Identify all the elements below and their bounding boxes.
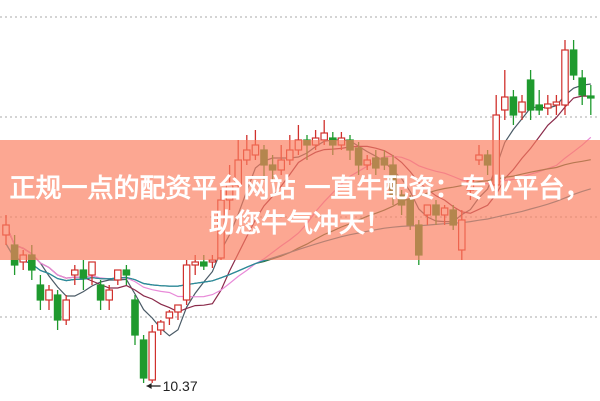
candle-up (174, 304, 182, 313)
candle-down (79, 269, 88, 279)
candle-up (157, 321, 165, 331)
candle-up (148, 331, 157, 381)
candle-up (518, 101, 526, 113)
candle-up (45, 289, 53, 301)
banner-line-2: 助您牛气冲天！ (208, 209, 391, 239)
candle-down (526, 79, 535, 111)
candle-down (509, 96, 518, 116)
banner-line-1: 正规一点的配资平台网站 一直牛配资：专业平台， (9, 174, 591, 204)
candle-up (113, 269, 122, 281)
candle-down (569, 49, 578, 76)
promo-banner: 正规一点的配资平台网站 一直牛配资：专业平台， 助您牛气冲天！ (0, 140, 600, 260)
candle-up (552, 101, 561, 106)
candle-down (586, 95, 595, 99)
candle-up (105, 289, 114, 301)
candle-up (208, 259, 217, 263)
candle-down (139, 339, 148, 379)
candle-up (191, 261, 200, 266)
candle-up (561, 49, 569, 106)
candle-down (131, 299, 139, 336)
candle-up (501, 96, 509, 111)
candle-up (62, 299, 71, 321)
candle-down (96, 284, 105, 301)
candle-down (578, 77, 587, 96)
candle-up (165, 311, 174, 319)
candle-down (535, 104, 544, 111)
candle-up (543, 103, 552, 109)
candle-down (200, 261, 208, 267)
candle-down (122, 269, 131, 276)
candle-down (36, 284, 45, 301)
candle-up (320, 132, 329, 141)
candle-down (53, 294, 62, 321)
candle-up (70, 269, 79, 276)
candle-up (182, 264, 191, 301)
candle-up (88, 261, 96, 276)
